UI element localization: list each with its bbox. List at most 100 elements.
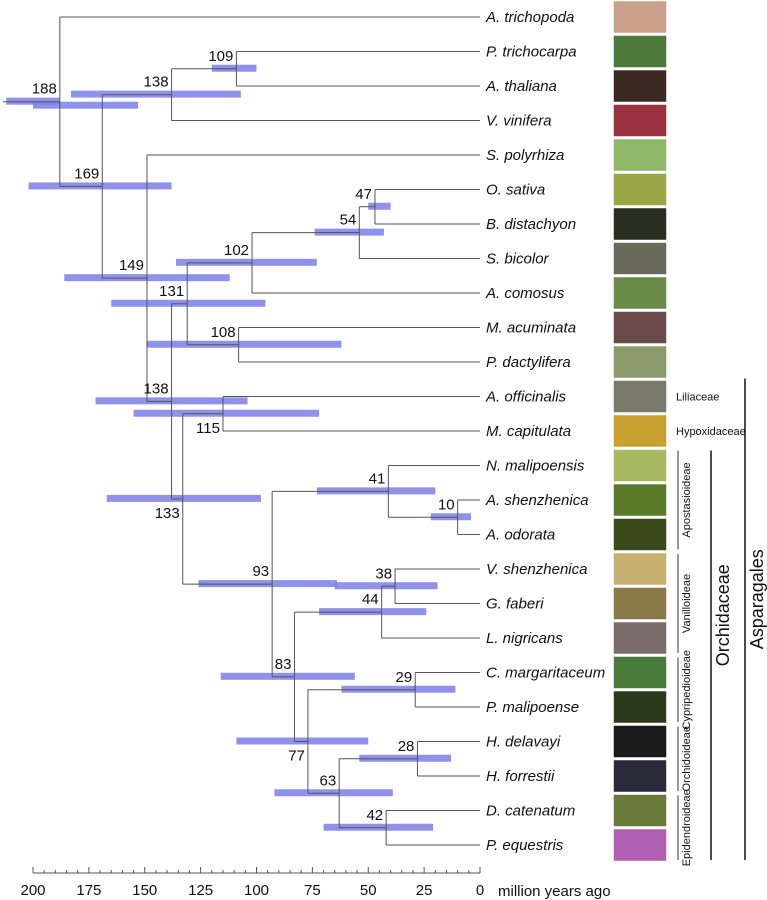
leaf-label: A. officinalis [485, 389, 567, 406]
leaf-label: A. shenzhenica [485, 492, 589, 509]
species-photo [612, 34, 668, 69]
leaf-label: D. catenatum [486, 803, 575, 820]
family-label: Liliaceae [676, 392, 719, 404]
leaf-layer: A. trichopoda P. trichocarpa A. thaliana V.… [485, 9, 605, 854]
species-photo [612, 448, 668, 483]
species-photo [612, 413, 668, 449]
leaf-label: A. odorata [485, 527, 555, 544]
subfamily-label: Epidendroideae [681, 789, 693, 866]
axis-tick-label: 125 [188, 882, 213, 899]
ci-bar-n115 [133, 409, 320, 417]
leaf-label: G. faberi [486, 596, 544, 613]
node-label-layer: 188 169 138 109 149 138 131 102 54 47 108 133 115 93 4… [32, 48, 455, 824]
species-photo [612, 379, 668, 414]
node-age-label: 138 [144, 380, 169, 397]
node-age-label: 63 [320, 772, 337, 789]
node-age-label: 42 [366, 807, 383, 824]
node-age-label: 138 [144, 74, 169, 91]
node-age-label: 131 [159, 283, 184, 300]
asparagales-label: Asparagales [747, 549, 767, 649]
axis-tick-label: 25 [416, 882, 433, 899]
node-age-label: 47 [355, 186, 372, 203]
leaf-label: L. nigricans [486, 630, 563, 647]
species-photo-column [612, 0, 668, 863]
node-age-label: 102 [224, 242, 249, 259]
leaf-label: P. dactylifera [486, 354, 571, 371]
node-age-label: 77 [288, 748, 305, 765]
ci-bar-n108 [146, 340, 342, 348]
node-age-label: 115 [196, 420, 220, 437]
subfamily-label: Vanilloideae [681, 574, 693, 633]
leaf-label: P. malipoense [486, 699, 579, 716]
subfamily-label: Orchidoideae [681, 726, 693, 791]
species-photo [612, 275, 668, 311]
node-age-label: 108 [211, 324, 236, 341]
leaf-label: A. comosus [485, 285, 565, 302]
species-photo [612, 689, 668, 725]
leaf-label: P. trichocarpa [486, 44, 577, 61]
leaf-label: V. vinifera [486, 113, 552, 130]
species-photo [612, 620, 668, 656]
node-age-label: 169 [74, 165, 99, 182]
leaf-label: N. malipoensis [486, 458, 585, 475]
leaf-label: S. polyrhiza [486, 147, 564, 164]
species-photo [612, 103, 668, 138]
axis-tick-label: 50 [360, 882, 377, 899]
node-age-label: 83 [275, 656, 292, 673]
species-photo [612, 586, 668, 621]
ci-bar-n188 [33, 101, 139, 109]
leaf-label: O. sativa [486, 182, 545, 199]
species-photo [612, 551, 668, 587]
node-age-label: 10 [438, 496, 455, 513]
ci-bar-n47 [368, 202, 391, 210]
species-photo [612, 344, 668, 380]
species-photo [612, 482, 668, 518]
axis-tick-label: 100 [244, 882, 269, 899]
leaf-label: C. margaritaceum [486, 665, 605, 682]
node-age-label: 44 [362, 591, 379, 608]
node-age-label: 149 [119, 257, 144, 274]
leaf-label: S. bicolor [486, 251, 550, 268]
subfamily-label: Apostasioideae [681, 462, 693, 537]
axis-tick-label: 200 [20, 882, 45, 899]
leaf-label: B. distachyon [486, 216, 576, 233]
node-age-label: 109 [208, 48, 233, 65]
species-photo [612, 758, 668, 794]
leaf-label: V. shenzhenica [486, 561, 587, 578]
species-photo [612, 172, 668, 207]
species-photo [612, 137, 668, 173]
axis-title: million years ago [498, 883, 611, 900]
node-age-label: 41 [369, 470, 386, 487]
leaf-label: M. capitulata [486, 423, 571, 440]
node-age-label: 93 [252, 563, 269, 580]
species-photo [612, 241, 668, 276]
species-photo [612, 206, 668, 242]
axis-tick-label: 75 [304, 882, 321, 899]
node-age-label: 38 [375, 565, 392, 582]
ci-bar-n131 [111, 299, 266, 307]
leaf-label: M. acuminata [486, 320, 576, 337]
leaf-label: H. delavayi [486, 734, 561, 751]
species-photo [612, 655, 668, 690]
leaf-label: H. forrestii [486, 768, 555, 785]
species-photo [612, 0, 668, 35]
leaf-label: P. equestris [486, 837, 564, 854]
species-photo [612, 827, 668, 863]
species-photo [612, 793, 668, 828]
axis-tick-label: 0 [476, 882, 484, 899]
ci-bar-n133 [106, 494, 261, 502]
leaf-label: A. thaliana [485, 78, 557, 95]
axis-tick-label: 150 [132, 882, 157, 899]
node-age-label: 133 [155, 505, 180, 522]
branch-layer [3, 16, 480, 846]
family-label: Hypoxidaceae [676, 426, 746, 438]
species-photo [612, 724, 668, 759]
clade-annotation-layer: Liliaceae Hypoxidaceae Apostasioideae Vanil… [676, 378, 767, 866]
time-axis: million years ago 200 175 150 125 100 75 50 25 0 [20, 867, 611, 900]
node-age-label: 54 [340, 212, 357, 229]
node-age-label: 28 [398, 738, 415, 755]
subfamily-label: Cypripedioideae [681, 650, 693, 730]
species-photo [612, 517, 668, 552]
species-photo [612, 68, 668, 104]
